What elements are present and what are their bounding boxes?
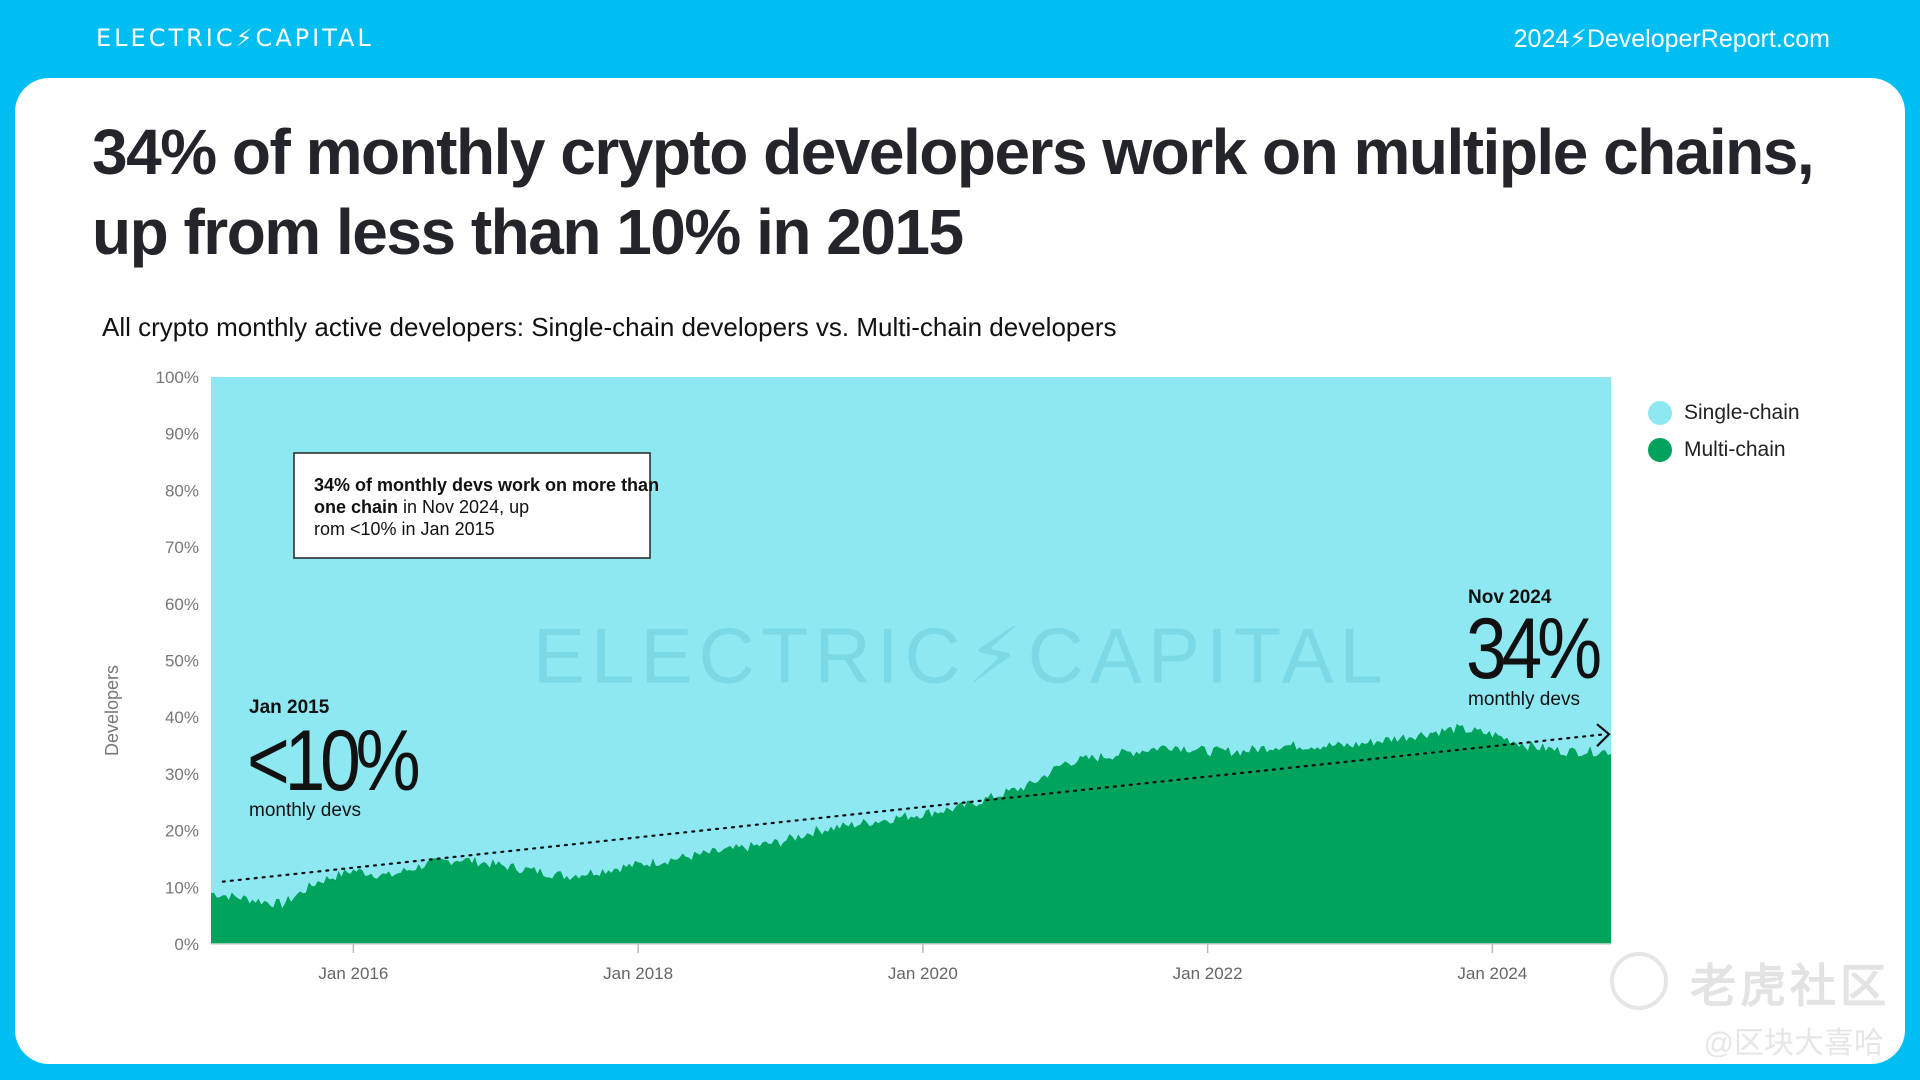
end-callout-value: 34% [1466, 600, 1600, 696]
chart-title: All crypto monthly active developers: Si… [102, 312, 1117, 342]
x-tick-label: Jan 2022 [1173, 964, 1243, 983]
y-tick-label: 40% [165, 708, 199, 727]
legend-label: Single-chain [1684, 400, 1800, 424]
x-tick-label: Jan 2024 [1457, 964, 1527, 983]
brand-logo: ELECTRIC⚡CAPITAL [96, 24, 374, 52]
x-tick-label: Jan 2018 [603, 964, 673, 983]
y-tick-label: 90% [165, 425, 199, 444]
legend-item-multi-chain[interactable]: Multi-chain [1648, 431, 1800, 468]
single-chain-swatch-icon [1648, 400, 1672, 425]
headline: 34% of monthly crypto developers work on… [92, 116, 1815, 268]
y-tick-label: 80% [165, 481, 199, 500]
annotation-text: 34% of monthly devs work on more than one… [314, 475, 659, 539]
y-tick-label: 60% [165, 595, 199, 614]
trend-line [221, 733, 1607, 883]
start-callout-value: <10% [247, 712, 419, 808]
y-tick-label: 20% [165, 822, 199, 841]
y-tick-label: 100% [156, 368, 199, 387]
legend-item-single-chain[interactable]: Single-chain [1648, 394, 1800, 431]
y-axis-label: Developers [102, 665, 122, 756]
trend-arrow-icon [1596, 723, 1611, 747]
x-tick-label: Jan 2020 [888, 964, 958, 983]
y-tick-label: 0% [174, 935, 199, 954]
community-watermark: 老虎社区 [1690, 960, 1890, 1012]
author-handle: @区块大喜哈 [1703, 1027, 1884, 1060]
chart-watermark: ELECTRIC⚡CAPITAL [533, 612, 1389, 700]
annotation-box [293, 452, 651, 559]
y-axis-ticks: 0% 10% 20% 30% 40% 50% 60% 70% 80% 90% 100% [156, 368, 199, 954]
multi-chain-swatch-icon [1648, 437, 1672, 462]
report-site-link[interactable]: 2024⚡DeveloperReport.com [1513, 25, 1830, 53]
multi-chain-area [211, 723, 1611, 944]
y-tick-label: 50% [165, 652, 199, 671]
end-callout-unit: monthly devs [1468, 689, 1580, 710]
y-tick-label: 70% [165, 538, 199, 557]
legend-label: Multi-chain [1684, 437, 1786, 461]
y-tick-label: 10% [165, 878, 199, 897]
top-bar: ELECTRIC⚡CAPITAL 2024⚡DeveloperReport.co… [0, 0, 1920, 78]
community-logo-icon [1610, 952, 1668, 1010]
start-callout-unit: monthly devs [249, 800, 361, 821]
x-axis-ticks: Jan 2016 Jan 2018 Jan 2020 Jan 2022 Jan 2024 [318, 944, 1527, 983]
chart-legend: Single-chain Multi-chain [1648, 394, 1800, 468]
end-callout-date: Nov 2024 [1468, 587, 1552, 608]
y-tick-label: 30% [165, 765, 199, 784]
start-callout-date: Jan 2015 [249, 697, 330, 718]
x-tick-label: Jan 2016 [318, 964, 388, 983]
